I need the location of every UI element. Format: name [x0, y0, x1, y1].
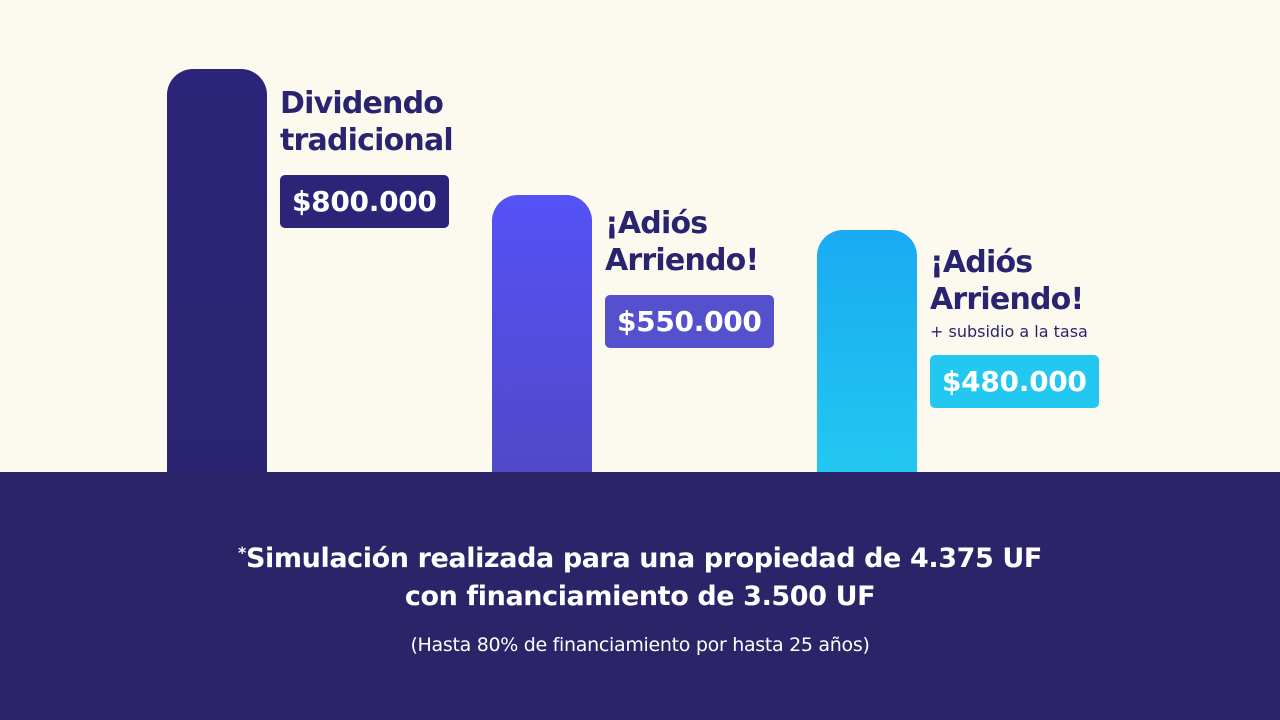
bar-title-line: Dividendo	[280, 86, 444, 121]
bar-label-2: ¡Adiós Arriendo! $550.000	[605, 205, 774, 348]
bar-title-3: ¡Adiós Arriendo!	[930, 244, 1099, 318]
bar-3	[817, 230, 917, 472]
bar-title-line: Arriendo!	[930, 282, 1084, 318]
footnote-line-1: *Simulación realizada para una propiedad…	[238, 543, 1042, 574]
value-badge-2: $550.000	[605, 294, 774, 348]
value-badge-3: $480.000	[930, 355, 1099, 409]
bar-title-line: tradicional	[280, 123, 454, 158]
bar-title-line: ¡Adiós	[605, 205, 708, 241]
value-badge-1: $800.000	[280, 175, 449, 228]
bar-label-3: ¡Adiós Arriendo! + subsidio a la tasa $480.…	[930, 244, 1099, 409]
bar-title-1: Dividendo tradicional	[280, 85, 454, 159]
bar-title-line: ¡Adiós	[930, 245, 1033, 281]
bar-1	[167, 69, 267, 472]
footnote-panel: *Simulación realizada para una propiedad…	[0, 472, 1280, 720]
bar-2	[492, 194, 592, 472]
bar-title-line: Arriendo!	[605, 242, 759, 278]
bar-title-2: ¡Adiós Arriendo!	[605, 205, 774, 279]
footnote-text: *Simulación realizada para una propiedad…	[0, 534, 1280, 616]
footnote-line-2: con financiamiento de 3.500 UF	[404, 581, 876, 612]
footnote-line-1-text: Simulación realizada para una propiedad …	[246, 543, 1042, 574]
bar-label-1: Dividendo tradicional $800.000	[280, 85, 454, 228]
footnote-subtext: (Hasta 80% de financiamiento por hasta 2…	[410, 634, 870, 656]
footnote-asterisk: *	[238, 543, 247, 562]
bar-note-3: + subsidio a la tasa	[930, 322, 1088, 342]
